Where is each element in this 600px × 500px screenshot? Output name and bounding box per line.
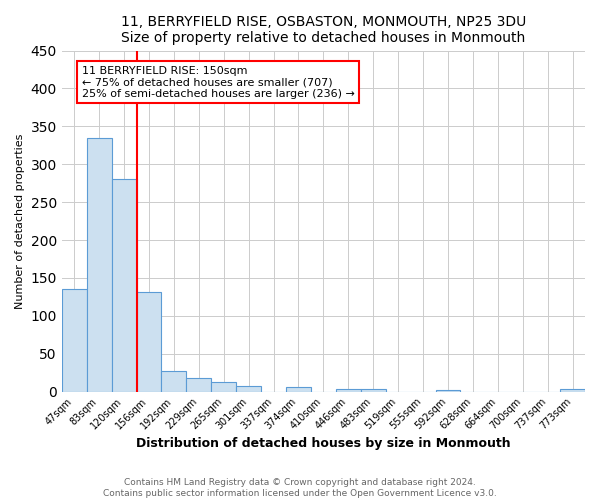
Bar xyxy=(87,138,112,392)
Bar xyxy=(436,390,460,392)
Text: Contains HM Land Registry data © Crown copyright and database right 2024.
Contai: Contains HM Land Registry data © Crown c… xyxy=(103,478,497,498)
Y-axis label: Number of detached properties: Number of detached properties xyxy=(15,134,25,308)
Bar xyxy=(161,371,187,392)
Bar xyxy=(112,178,137,392)
Bar xyxy=(62,290,87,392)
Bar xyxy=(560,388,585,392)
Bar xyxy=(361,390,386,392)
Text: 11 BERRYFIELD RISE: 150sqm
← 75% of detached houses are smaller (707)
25% of sem: 11 BERRYFIELD RISE: 150sqm ← 75% of deta… xyxy=(82,66,355,99)
Bar xyxy=(336,388,361,392)
Bar xyxy=(187,378,211,392)
Bar xyxy=(286,387,311,392)
Title: 11, BERRYFIELD RISE, OSBASTON, MONMOUTH, NP25 3DU
Size of property relative to d: 11, BERRYFIELD RISE, OSBASTON, MONMOUTH,… xyxy=(121,15,526,45)
Bar xyxy=(236,386,261,392)
Bar xyxy=(211,382,236,392)
X-axis label: Distribution of detached houses by size in Monmouth: Distribution of detached houses by size … xyxy=(136,437,511,450)
Bar xyxy=(137,292,161,392)
